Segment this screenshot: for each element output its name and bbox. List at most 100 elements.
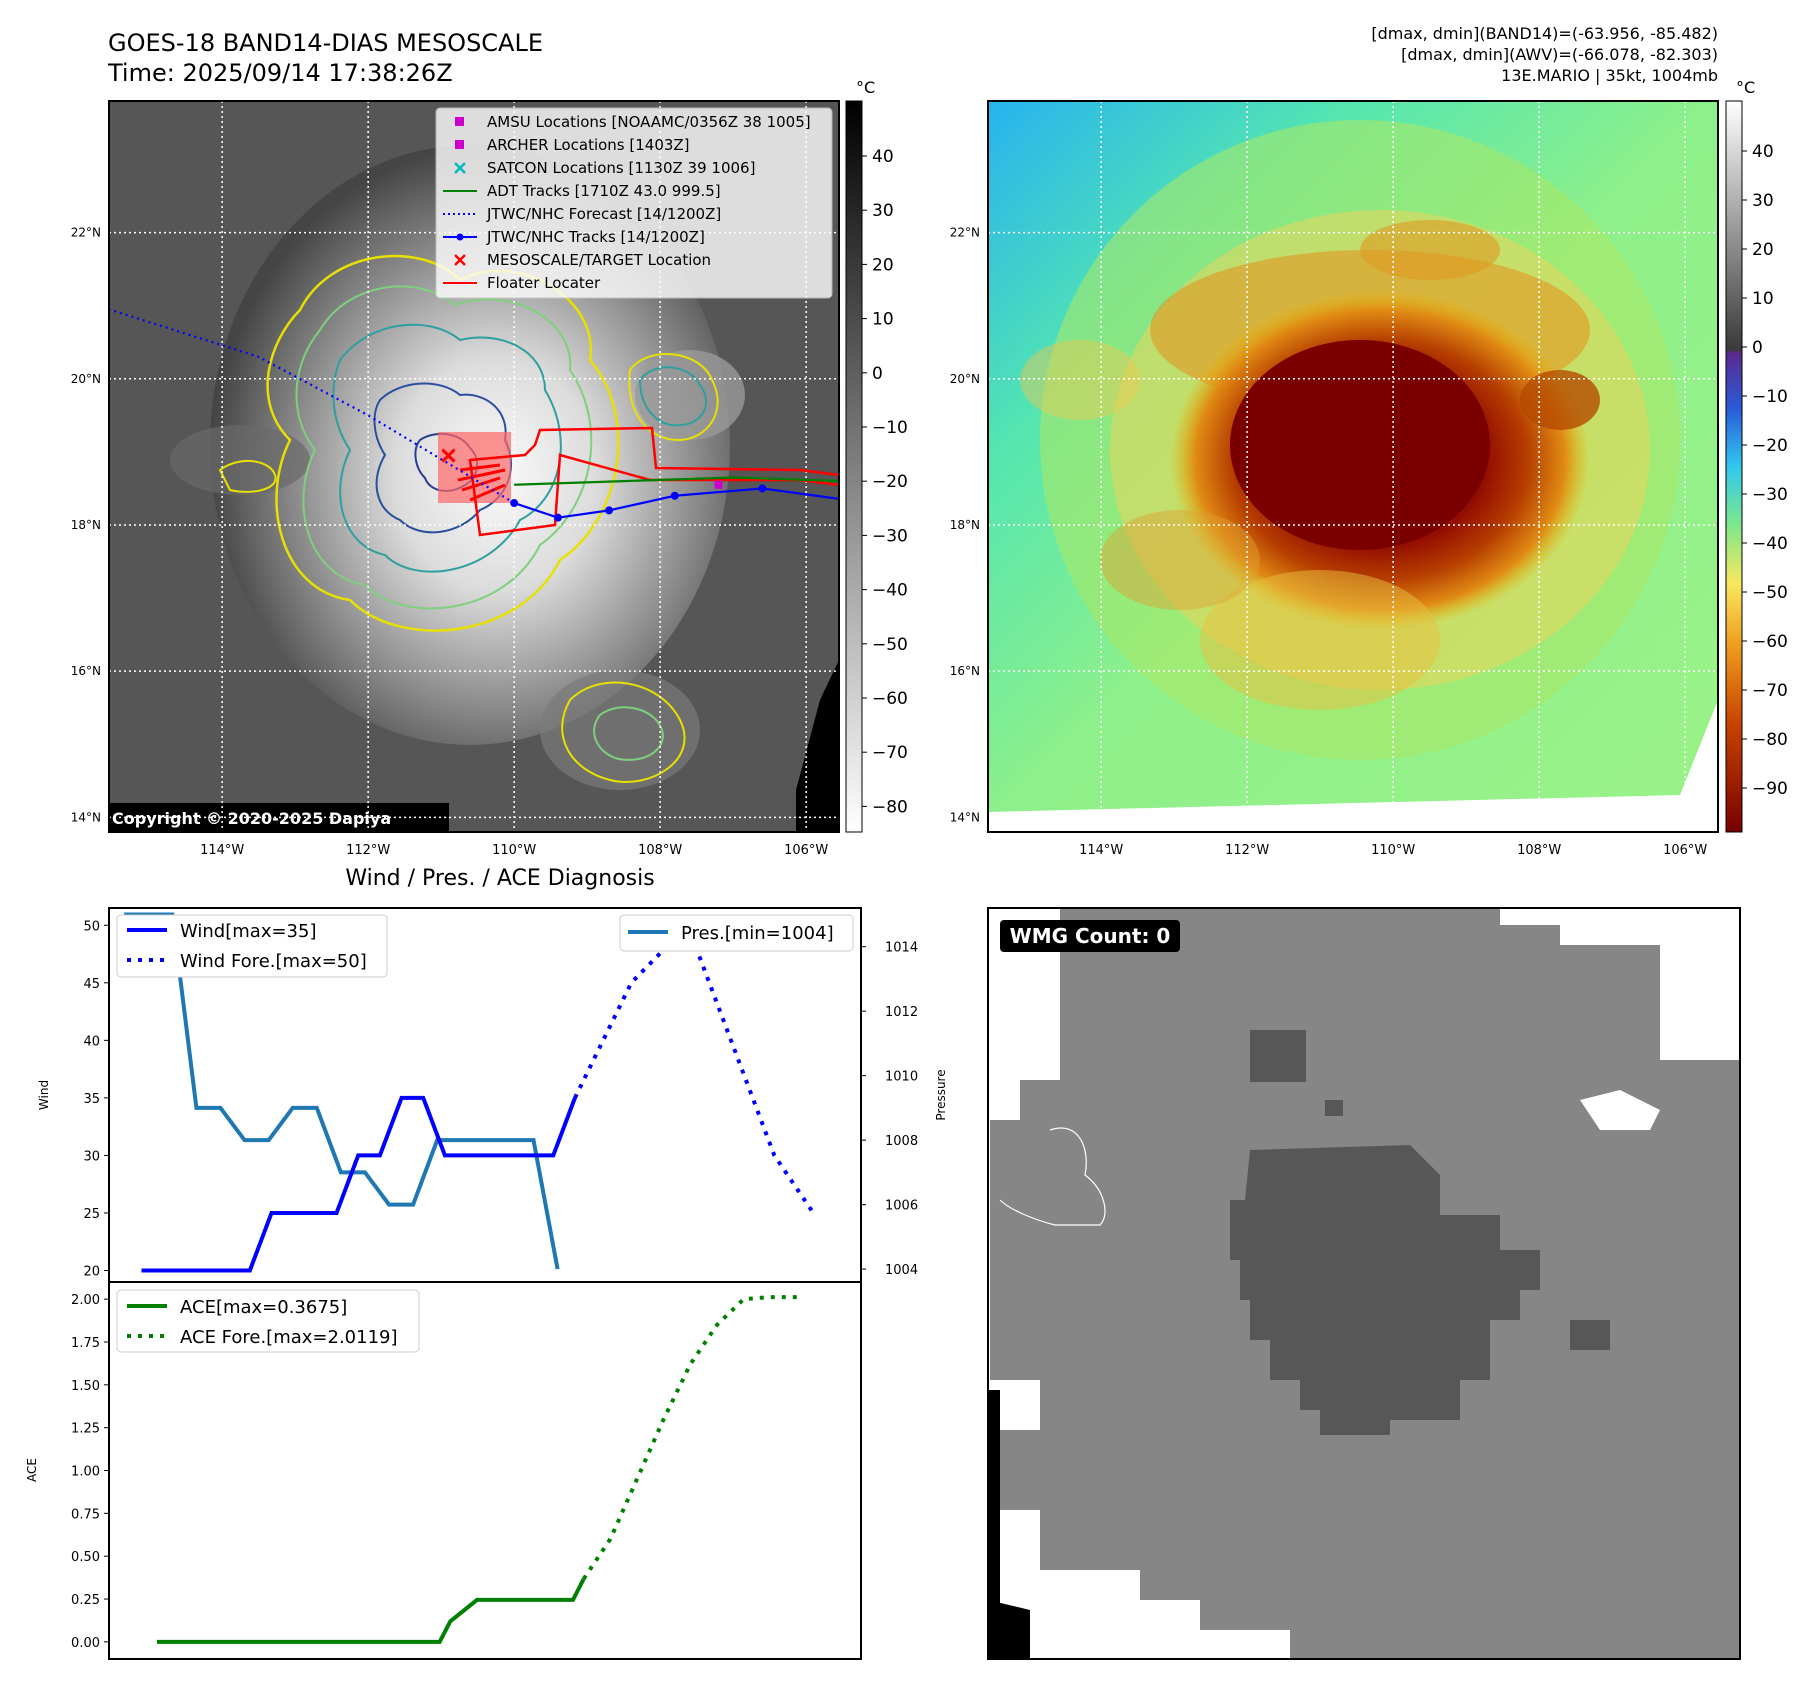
wind-tick-label: 20 <box>83 1264 100 1279</box>
lon-tick-label: 114°W <box>200 843 244 858</box>
lon-tick-label: 108°W <box>1517 843 1561 858</box>
figure-time: Time: 2025/09/14 17:38:26Z <box>107 59 453 87</box>
legend-label: Floater Locater <box>487 274 601 292</box>
ace-tick-label: 0.50 <box>71 1550 100 1565</box>
lon-tick-label: 112°W <box>1225 843 1269 858</box>
wind-legend-actual: Wind[max=35] <box>180 921 317 942</box>
stats-awv: [dmax, dmin](AWV)=(-66.078, -82.303) <box>1401 45 1718 64</box>
ace-tick-label: 2.00 <box>71 1293 100 1308</box>
wind-tick-label: 40 <box>83 1034 100 1049</box>
pressure-line <box>124 912 560 1270</box>
colorbar-tick-label: −20 <box>1752 436 1788 456</box>
adt-track <box>514 476 839 486</box>
wind-tick-label: 50 <box>83 919 100 934</box>
map-legend: AMSU Locations [NOAAMC/0356Z 38 1005] ARC… <box>435 107 833 299</box>
wind-tick-label: 45 <box>83 977 100 992</box>
colorbar-tick-label: 10 <box>1752 289 1774 309</box>
jtwc-track <box>513 487 839 519</box>
lat-tick-label: 18°N <box>950 518 980 532</box>
jtwc-track-point <box>758 484 767 493</box>
legend-label: MESOSCALE/TARGET Location <box>487 251 711 269</box>
archer-marker <box>714 480 723 489</box>
lat-tick-label: 14°N <box>950 810 980 824</box>
colorbar-tick-label: −30 <box>1752 485 1788 505</box>
ace-ylabel: ACE <box>25 1458 39 1482</box>
ace-forecast-line <box>582 1295 797 1580</box>
wind-legend: Wind[max=35] Wind Fore.[max=50] <box>116 914 388 978</box>
ace-tick-label: 1.00 <box>71 1465 100 1480</box>
lon-tick-label: 112°W <box>346 843 390 858</box>
wind-tick-label: 30 <box>83 1149 100 1164</box>
pressure-tick-label: 1004 <box>885 1263 918 1278</box>
colorbar-right: °C 40 30 20 10 0 −10 −20 −30 −40 −50 −60 −70 −80 −90 <box>1725 78 1788 833</box>
legend-label: AMSU Locations [NOAAMC/0356Z 38 1005] <box>487 113 811 131</box>
wmg-count: WMG Count: 0 <box>1010 924 1171 948</box>
colorbar-tick-label: −30 <box>872 526 908 546</box>
ace-tick-label: 1.75 <box>71 1336 100 1351</box>
lon-tick-label: 106°W <box>1663 843 1707 858</box>
ir-map-frame <box>108 100 840 833</box>
ace-legend-forecast: ACE Fore.[max=2.0119] <box>180 1327 398 1348</box>
lat-tick-label: 18°N <box>71 518 101 532</box>
lat-tick-label: 22°N <box>71 226 101 240</box>
pressure-tick-label: 1010 <box>885 1070 918 1085</box>
legend-label: JTWC/NHC Forecast [14/1200Z] <box>486 205 721 223</box>
colorbar-tick-label: −10 <box>1752 387 1788 407</box>
ace-legend: ACE[max=0.3675] ACE Fore.[max=2.0119] <box>116 1289 420 1353</box>
legend-entry: SATCON Locations [1130Z 39 1006] <box>454 159 755 177</box>
pressure-legend-label: Pres.[min=1004] <box>681 923 834 944</box>
colorbar-tick-label: −40 <box>1752 534 1788 554</box>
lat-tick-label: 16°N <box>950 664 980 678</box>
figure-title: GOES-18 BAND14-DIAS MESOSCALE <box>108 29 543 57</box>
colorbar-tick-label: −70 <box>1752 681 1788 701</box>
legend-label: ARCHER Locations [1403Z] <box>487 136 690 154</box>
wind-ylabel: Wind <box>37 1080 51 1110</box>
legend-label: SATCON Locations [1130Z 39 1006] <box>487 159 755 177</box>
stats-band14: [dmax, dmin](BAND14)=(-63.956, -85.482) <box>1371 24 1718 43</box>
colorbar-left: °C 40 30 20 10 0 −10 −20 −30 −40 −50 −60 −70 −80 <box>845 78 908 833</box>
ace-line <box>157 1577 586 1644</box>
pressure-ylabel: Pressure <box>934 1069 948 1120</box>
floater-locater <box>468 426 839 537</box>
pressure-tick-label: 1006 <box>885 1199 918 1214</box>
legend-entry: Floater Locater <box>443 274 601 292</box>
jtwc-track-points <box>510 484 839 522</box>
colorbar-tick-label: 20 <box>1752 240 1774 260</box>
legend-entry: ADT Tracks [1710Z 43.0 999.5] <box>443 182 721 200</box>
target-marker <box>441 448 456 463</box>
ace-tick-label: 0.75 <box>71 1507 100 1522</box>
colorbar-tick-label: 40 <box>1752 142 1774 162</box>
colorbar-right-unit: °C <box>1736 78 1755 97</box>
ace-tick-label: 1.25 <box>71 1422 100 1437</box>
wind-line <box>141 1095 577 1273</box>
colorbar-tick-label: −90 <box>1752 779 1788 799</box>
legend-entry: MESOSCALE/TARGET Location <box>454 251 711 269</box>
lon-tick-label: 108°W <box>638 843 682 858</box>
wind-tick-label: 25 <box>83 1207 100 1222</box>
colorbar-tick-label: −80 <box>1752 730 1788 750</box>
colorbar-tick-label: 10 <box>872 310 894 330</box>
lon-tick-label: 110°W <box>492 843 536 858</box>
lat-tick-label: 16°N <box>71 664 101 678</box>
jtwc-track-point <box>553 513 562 522</box>
pressure-legend: Pres.[min=1004] <box>619 914 854 952</box>
lon-tick-label: 110°W <box>1371 843 1415 858</box>
wind-tick-label: 35 <box>83 1092 100 1107</box>
legend-entry: ARCHER Locations [1403Z] <box>455 136 690 154</box>
map-axis-ticks: 114°W 112°W 110°W 108°W 106°W 22°N 20°N 18°N 16°… <box>71 226 1708 858</box>
legend-label: JTWC/NHC Tracks [14/1200Z] <box>486 228 705 246</box>
colorbar-tick-label: −80 <box>872 797 908 817</box>
ace-tick-label: 1.50 <box>71 1379 100 1394</box>
lat-tick-label: 20°N <box>71 372 101 386</box>
colorbar-tick-label: −70 <box>872 743 908 763</box>
colorbar-tick-label: 0 <box>872 364 883 384</box>
awv-map-frame <box>987 100 1719 833</box>
jtwc-track-point <box>605 506 614 515</box>
legend-entry: JTWC/NHC Tracks [14/1200Z] <box>443 228 705 246</box>
wmg-panel: WMG Count: 0 <box>987 907 1741 1660</box>
pressure-tick-label: 1014 <box>885 941 918 956</box>
ace-legend-actual: ACE[max=0.3675] <box>180 1297 347 1318</box>
lon-tick-label: 106°W <box>784 843 828 858</box>
diagnosis-title: Wind / Pres. / ACE Diagnosis <box>345 866 654 891</box>
